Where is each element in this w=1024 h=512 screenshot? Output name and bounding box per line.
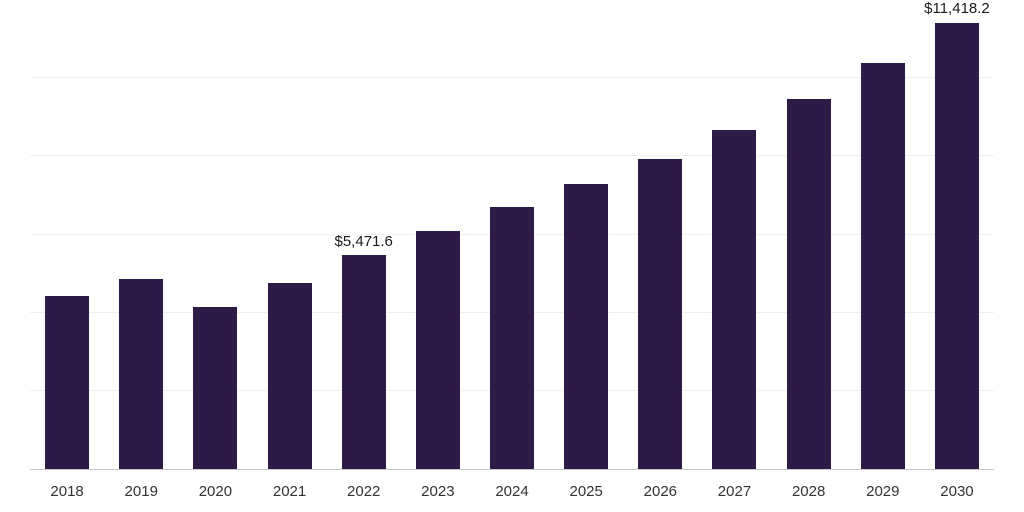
x-tick-label: 2022 xyxy=(347,483,381,500)
x-axis: 2018 2019 2020 2021 2022 2023 2024 2025 2026 2027… xyxy=(30,470,994,500)
bar-column xyxy=(30,0,104,469)
bar-column xyxy=(178,0,252,469)
gridline xyxy=(30,155,994,157)
chart-bar xyxy=(638,158,683,469)
bar-column xyxy=(104,0,178,469)
bar-value-label: $11,418.2 xyxy=(924,0,990,18)
bar-column xyxy=(623,0,697,469)
x-tick-label: 2023 xyxy=(421,483,455,500)
chart-bar xyxy=(934,22,979,469)
chart-bar xyxy=(119,279,164,469)
chart-bar xyxy=(490,206,535,469)
x-tick-label: 2024 xyxy=(495,483,529,500)
x-tick-label: 2026 xyxy=(643,483,678,500)
plot-area: $5,471.6 $11,418.2 xyxy=(30,0,994,470)
bar-column: $5,471.6 xyxy=(327,0,401,469)
chart-bar xyxy=(415,231,460,469)
x-tick-label: 2027 xyxy=(717,483,752,500)
bar-value-label: $5,471.6 xyxy=(334,232,393,250)
chart-bar xyxy=(564,183,609,469)
x-tick-label: 2020 xyxy=(198,483,233,500)
bar-column xyxy=(549,0,623,469)
x-tick-label: 2029 xyxy=(866,483,900,500)
chart-bar xyxy=(267,283,312,469)
x-tick-label: 2021 xyxy=(272,483,307,500)
x-tick-label: 2018 xyxy=(50,483,84,500)
chart-bar xyxy=(712,129,757,469)
bars-row: $5,471.6 $11,418.2 xyxy=(30,0,994,469)
chart-bar xyxy=(786,98,831,469)
chart-bar xyxy=(341,255,386,469)
chart-bar xyxy=(45,296,90,469)
x-tick-label: 2025 xyxy=(569,483,603,500)
bar-column: $11,418.2 xyxy=(920,0,994,469)
gridline xyxy=(30,77,994,79)
x-tick-label: 2019 xyxy=(124,483,158,500)
bar-column xyxy=(846,0,920,469)
chart-bar xyxy=(193,307,238,469)
bar-column xyxy=(475,0,549,469)
bar-column xyxy=(772,0,846,469)
bar-column xyxy=(252,0,326,469)
chart-bar xyxy=(860,62,905,469)
bar-column xyxy=(401,0,475,469)
x-tick-label: 2028 xyxy=(791,483,826,500)
x-tick-label: 2030 xyxy=(940,483,974,500)
bar-column xyxy=(697,0,771,469)
